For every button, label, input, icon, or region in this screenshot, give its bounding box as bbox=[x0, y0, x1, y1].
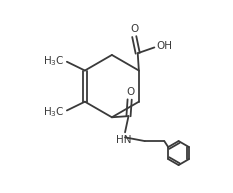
Text: O: O bbox=[126, 87, 134, 97]
Text: OH: OH bbox=[156, 41, 172, 51]
Text: H$_3$C: H$_3$C bbox=[44, 105, 65, 119]
Text: H$_3$C: H$_3$C bbox=[44, 54, 65, 68]
Text: HN: HN bbox=[116, 135, 132, 145]
Text: O: O bbox=[130, 24, 138, 34]
